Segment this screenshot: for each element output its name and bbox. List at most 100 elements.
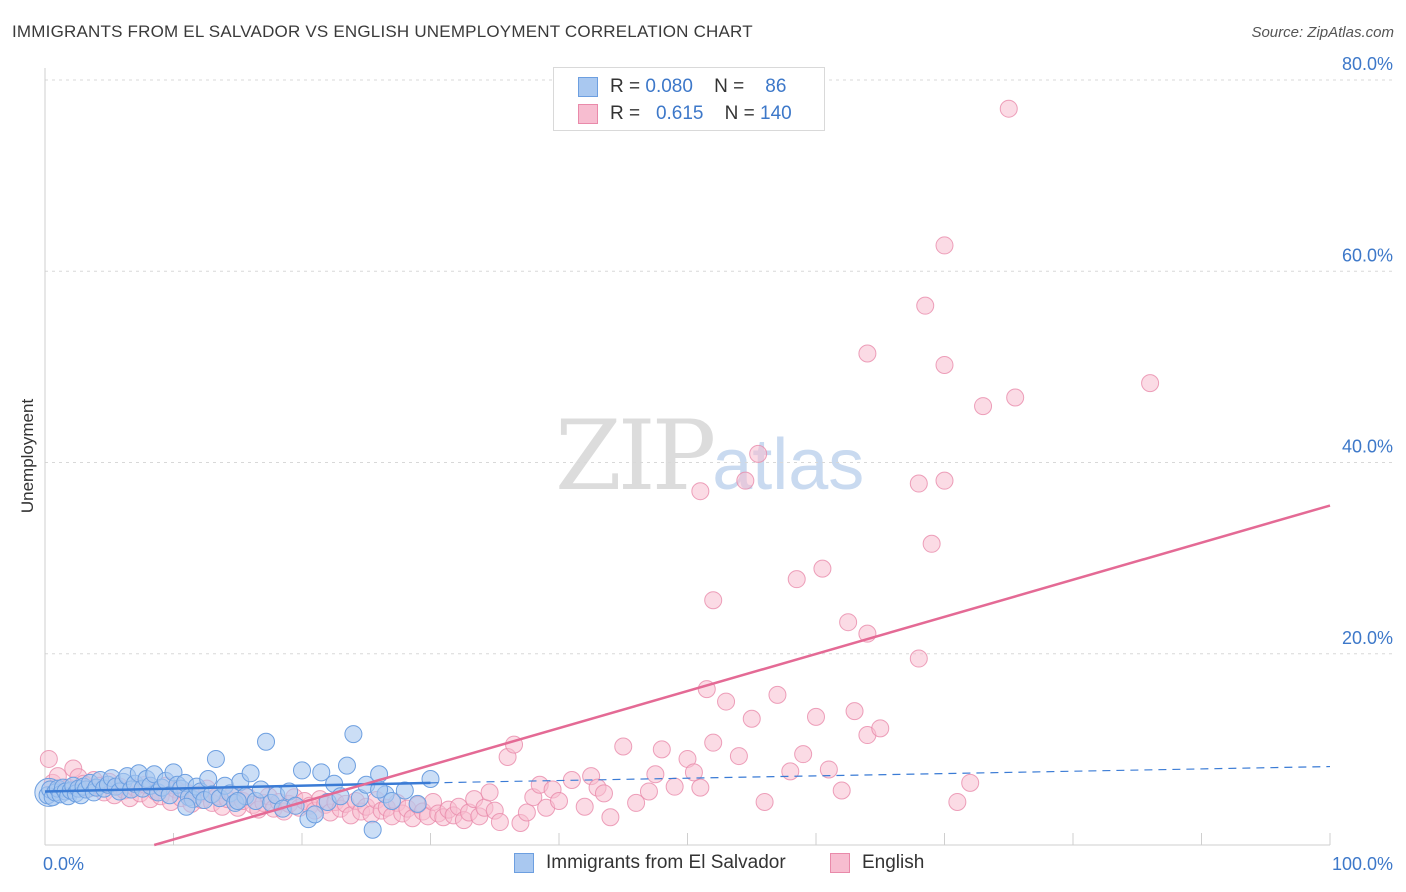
english-point (594, 784, 613, 803)
english-point (601, 808, 620, 827)
legend-row-english: R = 0.615 N = 140 (578, 102, 792, 126)
source-credit: Source: ZipAtlas.com (1251, 24, 1394, 41)
english-point (684, 763, 703, 782)
english-point (742, 709, 761, 728)
el-salvador-point (305, 805, 324, 824)
english-point (729, 747, 748, 766)
watermark: ZIPatlas (555, 400, 864, 512)
english-point (787, 570, 806, 589)
el-salvador-point (395, 781, 414, 800)
series-swatch-pink (830, 853, 850, 873)
el-salvador-point (177, 797, 196, 816)
gridlines (45, 79, 1392, 655)
trend-lines (44, 504, 1331, 847)
english-point (781, 762, 800, 781)
english-point (794, 745, 813, 764)
english-point (974, 397, 993, 416)
el-salvador-point (199, 770, 218, 789)
y-tick-label: 60.0% (1342, 245, 1393, 265)
el-salvador-point (257, 732, 276, 751)
correlation-legend: R = 0.080 N = 86 R = 0.615 N = 140 (553, 67, 825, 131)
english-point (935, 236, 954, 255)
series-legend: Immigrants from El Salvador English (0, 852, 1406, 876)
english-point (819, 760, 838, 779)
legend-r-value: 0.615 (655, 103, 704, 124)
english-point (704, 733, 723, 752)
english-point (749, 444, 768, 463)
y-tick-label: 40.0% (1342, 437, 1393, 457)
legend-n-label: N = (714, 76, 745, 97)
el-salvador-point (206, 749, 225, 768)
english-point (627, 793, 646, 812)
english-point (922, 534, 941, 553)
english-point (646, 765, 665, 784)
english-point (691, 778, 710, 797)
series-label-english: English (862, 852, 925, 873)
el-salvador-point (408, 794, 427, 813)
y-tick-label: 20.0% (1342, 628, 1393, 648)
english-point (665, 777, 684, 796)
y-axis-title: Unemployment (18, 399, 37, 514)
english-point (39, 749, 58, 768)
english-point (1006, 388, 1025, 407)
english-point (845, 702, 864, 721)
english-point (717, 692, 736, 711)
english-point (755, 792, 774, 811)
english-point (768, 685, 787, 704)
axes (44, 68, 1331, 846)
english-point (550, 792, 568, 811)
legend-r-label: R = (610, 103, 641, 124)
english-point (909, 474, 928, 493)
english-point (1141, 374, 1160, 393)
el-salvador-point (312, 763, 331, 782)
english-point (935, 471, 954, 490)
x-tick-label: 0.0% (43, 854, 84, 874)
english-point (704, 591, 723, 610)
english-point (999, 99, 1018, 118)
series-swatch-blue (514, 853, 534, 873)
english-point (832, 781, 851, 800)
english-point (948, 792, 967, 811)
english-point (575, 797, 594, 816)
series-legend-english[interactable]: English (830, 852, 924, 874)
y-tick-label: 80.0% (1342, 54, 1393, 74)
english-point (813, 559, 832, 578)
watermark-zip: ZIP (555, 400, 716, 512)
english-point (916, 296, 935, 315)
english-point (517, 803, 536, 822)
english-point (871, 719, 890, 738)
legend-n-label: N = (724, 103, 755, 124)
english-point (652, 740, 671, 759)
english-point (614, 737, 633, 756)
el-salvador-point (421, 770, 440, 789)
el-salvador-trend-extension (430, 765, 1331, 784)
series-label-el-salvador: Immigrants from El Salvador (546, 852, 786, 873)
english-point (490, 813, 509, 832)
x-tick-label: 100.0% (1332, 854, 1393, 874)
el-salvador-point (363, 820, 382, 839)
el-salvador-point (241, 764, 260, 783)
english-point (736, 471, 755, 490)
english-point (961, 773, 980, 792)
series-legend-el-salvador[interactable]: Immigrants from El Salvador (514, 852, 786, 874)
legend-row-el-salvador: R = 0.080 N = 86 (578, 75, 786, 99)
chart-title: IMMIGRANTS FROM EL SALVADOR VS ENGLISH U… (12, 22, 753, 41)
el-salvador-point (337, 756, 356, 775)
el-salvador-point (382, 792, 401, 811)
english-point (858, 344, 877, 363)
english-point (639, 782, 658, 801)
legend-n-value: 140 (760, 103, 792, 124)
legend-swatch-pink (578, 104, 598, 124)
english-points (39, 99, 1160, 833)
legend-r-value: 0.080 (645, 76, 693, 97)
tick-labels: 20.0% 40.0% 60.0% 80.0% 0.0% 100.0% Unemployme… (18, 54, 1393, 874)
english-point (807, 707, 825, 726)
english-point (909, 649, 928, 668)
legend-swatch-blue (578, 77, 598, 97)
english-point (839, 613, 858, 632)
el-salvador-point (293, 761, 311, 780)
watermark-atlas: atlas (712, 425, 865, 505)
english-point (935, 355, 954, 374)
english-point (691, 482, 710, 501)
